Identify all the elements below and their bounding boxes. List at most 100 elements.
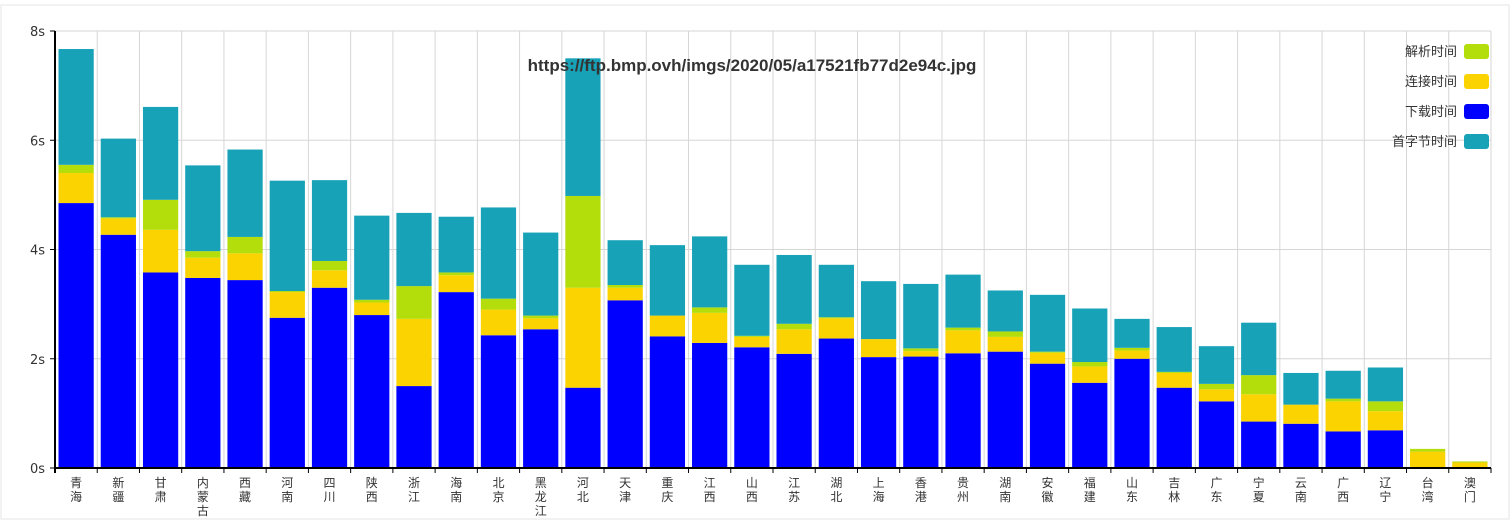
- bar-segment: [480, 309, 517, 336]
- bar-segment: [1114, 347, 1150, 351]
- legend-label: 连接时间: [1405, 74, 1457, 90]
- bar-segment: [692, 312, 728, 343]
- bar-segment: [1325, 431, 1361, 468]
- bar-segment: [354, 302, 390, 316]
- x-tick-label: 西藏: [239, 476, 251, 504]
- x-tick-label: 宁夏: [1253, 475, 1265, 504]
- bar-segment: [1198, 389, 1235, 402]
- bar-segment: [1156, 372, 1192, 388]
- bar-segment: [860, 339, 897, 358]
- bar-segment: [692, 236, 728, 308]
- bar-segment: [58, 164, 94, 174]
- bar-segment: [818, 264, 854, 318]
- bar-segment: [987, 351, 1023, 468]
- x-tick-label: 湖南: [999, 475, 1011, 504]
- bar-segment: [269, 291, 305, 293]
- bar-segment: [1367, 367, 1404, 402]
- watermark-text: https://ftp.bmp.ovh/imgs/2020/05/a17521f…: [528, 56, 977, 75]
- bar-segment: [58, 49, 94, 165]
- bar-segment: [396, 318, 432, 387]
- bar-segment: [1367, 401, 1404, 412]
- bar-segment: [185, 257, 221, 278]
- bar-segment: [480, 335, 517, 468]
- x-tick-label: 黑龙江: [535, 476, 547, 518]
- bar-segment: [1452, 461, 1488, 463]
- bar-segment: [142, 106, 179, 200]
- bar-segment: [354, 315, 390, 468]
- x-tick-label: 河北: [577, 476, 589, 504]
- x-tick-label: 天津: [619, 476, 631, 504]
- bar-segment: [649, 245, 686, 316]
- bar-segment: [903, 351, 939, 357]
- bar-segment: [311, 260, 348, 271]
- bar-segment: [734, 335, 770, 337]
- y-tick-label: 4s: [30, 244, 45, 259]
- bar-segment: [1114, 358, 1150, 468]
- bar-segment: [903, 283, 939, 349]
- bar-segment: [818, 317, 854, 319]
- bar-segment: [438, 292, 474, 468]
- bar-segment: [100, 234, 136, 468]
- x-tick-label: 海南: [450, 475, 462, 504]
- legend-swatch: [1464, 44, 1489, 59]
- x-category-labels: 青海 新疆 甘肃 内蒙古 西藏 河南 四川 陕西 浙江 海南 北京 黑龙江 河北 天津 重庆 江西 山西 江苏 湖北…: [70, 475, 1476, 518]
- y-tick-label: 8s: [30, 25, 45, 40]
- bar-segment: [58, 173, 94, 204]
- bar-segment: [607, 240, 643, 286]
- bar-segment: [523, 315, 559, 319]
- bar-segment: [311, 270, 348, 288]
- x-tick-label: 山东: [1126, 476, 1138, 504]
- bar-segment: [776, 329, 812, 354]
- bar-segment: [1156, 387, 1192, 468]
- bar-segment: [185, 251, 221, 258]
- bar-segment: [1198, 383, 1235, 390]
- x-tick-label: 四川: [324, 476, 336, 504]
- bar-segment: [100, 138, 136, 218]
- bar-segment: [1198, 346, 1235, 384]
- bar-segment: [945, 274, 981, 328]
- bar-segment: [1325, 370, 1361, 399]
- bar-segment: [692, 307, 728, 313]
- x-tick-label: 安徽: [1042, 475, 1054, 504]
- bar-segment: [860, 357, 897, 468]
- bar-segment: [523, 232, 559, 316]
- bar-segment: [649, 336, 686, 468]
- bar-segment: [1325, 398, 1361, 402]
- x-tick-label: 香港: [915, 476, 927, 504]
- y-tick-label: 2s: [30, 353, 45, 368]
- x-tick-label: 上海: [873, 476, 885, 504]
- bar-segment: [227, 253, 263, 281]
- x-tick-label: 山西: [746, 476, 758, 504]
- x-tick-label: 甘肃: [155, 476, 167, 504]
- bar-segment: [1410, 448, 1446, 452]
- bar-segment: [1029, 363, 1066, 468]
- bar-segment: [945, 327, 981, 331]
- x-tick-label: 青海: [70, 476, 82, 504]
- bar-segment: [776, 353, 812, 468]
- bar-segment: [1072, 366, 1108, 383]
- bar-segment: [185, 165, 221, 252]
- bar-segment: [269, 317, 305, 468]
- bar-segment: [987, 336, 1023, 352]
- bar-segment: [354, 215, 390, 300]
- bar-segment: [565, 287, 601, 388]
- bar-segment: [227, 280, 263, 468]
- bar-segment: [142, 229, 179, 273]
- bar-segment: [649, 315, 686, 337]
- x-tick-label: 江西: [704, 476, 716, 504]
- bar-segment: [396, 286, 432, 319]
- bar-segment: [734, 347, 770, 468]
- bar-segment: [1072, 308, 1108, 363]
- x-tick-label: 新疆: [112, 475, 124, 504]
- bar-segment: [776, 254, 812, 324]
- bar-segment: [142, 199, 179, 230]
- bar-segment: [58, 203, 94, 468]
- bar-segment: [354, 299, 390, 303]
- bar-segment: [818, 318, 854, 339]
- x-tick-label: 广西: [1337, 476, 1349, 504]
- bar-segment: [945, 353, 981, 468]
- bar-segment: [142, 272, 179, 468]
- bar-segment: [1283, 404, 1319, 424]
- bar-segment: [565, 195, 601, 288]
